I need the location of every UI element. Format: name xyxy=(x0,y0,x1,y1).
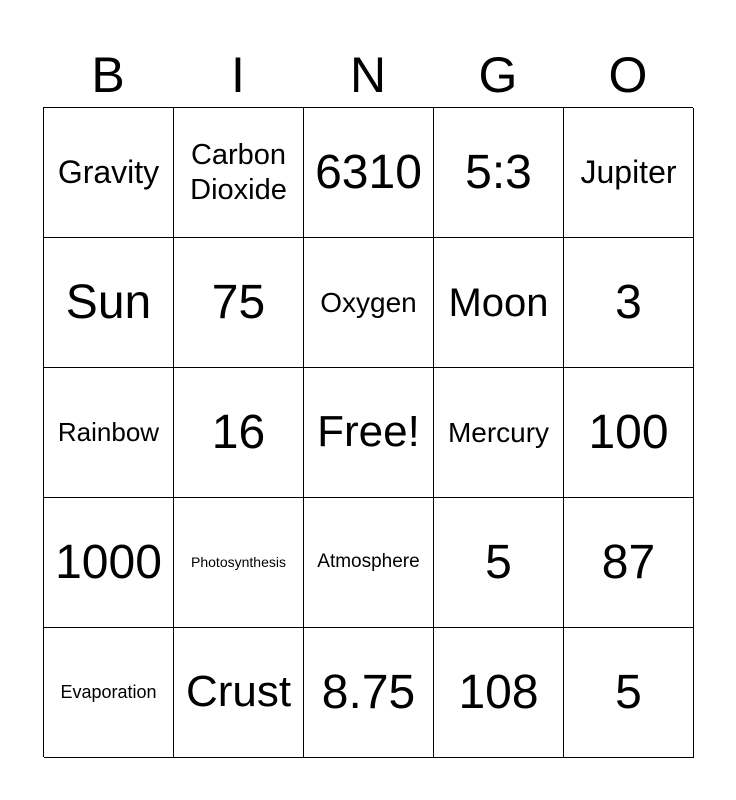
header-letter-b: B xyxy=(91,47,125,103)
bingo-cell[interactable]: Jupiter xyxy=(564,108,694,238)
bingo-cell[interactable]: 75 xyxy=(174,238,304,368)
bingo-cell[interactable]: 100 xyxy=(564,368,694,498)
cell-label: 6310 xyxy=(315,145,422,199)
bingo-grid: Gravity Carbon Dioxide 6310 5:3 Jupiter Sun 75… xyxy=(43,107,694,758)
bingo-cell[interactable]: Free! xyxy=(304,368,434,498)
cell-label: 1000 xyxy=(55,535,162,589)
bingo-cell[interactable]: Atmosphere xyxy=(304,498,434,628)
bingo-cell[interactable]: 16 xyxy=(174,368,304,498)
bingo-cell[interactable]: 5 xyxy=(564,628,694,758)
bingo-cell[interactable]: 1000 xyxy=(44,498,174,628)
cell-label: 5:3 xyxy=(465,145,532,199)
cell-label: Rainbow xyxy=(57,416,160,447)
cell-label: Oxygen xyxy=(320,286,417,318)
cell-label: Gravity xyxy=(57,154,160,191)
header-letter-i: I xyxy=(231,47,245,103)
header-letter-g: G xyxy=(478,47,518,103)
cell-label: 8.75 xyxy=(321,665,416,719)
bingo-cell[interactable]: Rainbow xyxy=(44,368,174,498)
bingo-cell[interactable]: Evaporation xyxy=(44,628,174,758)
cell-label: Jupiter xyxy=(580,154,677,191)
cell-label: 5 xyxy=(615,665,642,719)
cell-label: Atmosphere xyxy=(317,551,420,573)
cell-label: Moon xyxy=(448,280,549,325)
bingo-cell[interactable]: Gravity xyxy=(44,108,174,238)
cell-label: Evaporation xyxy=(60,681,157,702)
bingo-cell[interactable]: 6310 xyxy=(304,108,434,238)
bingo-cell[interactable]: 8.75 xyxy=(304,628,434,758)
bingo-cell[interactable]: 108 xyxy=(434,628,564,758)
cell-label: 75 xyxy=(211,275,266,329)
cell-label: Sun xyxy=(65,275,152,329)
bingo-cell[interactable]: 5:3 xyxy=(434,108,564,238)
cell-label: 108 xyxy=(458,665,539,719)
cell-label: Carbon Dioxide xyxy=(190,138,287,206)
cell-label: Crust xyxy=(185,667,292,717)
cell-label: Mercury xyxy=(447,416,550,448)
bingo-cell[interactable]: Sun xyxy=(44,238,174,368)
bingo-cell[interactable]: Carbon Dioxide xyxy=(174,108,304,238)
cell-label: 100 xyxy=(588,405,669,459)
bingo-cell[interactable]: Crust xyxy=(174,628,304,758)
cell-label: 5 xyxy=(485,535,512,589)
cell-label: Free! xyxy=(317,407,420,457)
bingo-cell[interactable]: Mercury xyxy=(434,368,564,498)
cell-label: 87 xyxy=(601,535,656,589)
bingo-cell[interactable]: 87 xyxy=(564,498,694,628)
bingo-header: B I N G O xyxy=(43,42,693,108)
cell-label: Photosynthesis xyxy=(191,554,286,571)
header-letter-o: O xyxy=(608,47,648,103)
header-letter-n: N xyxy=(349,47,387,103)
cell-label: 16 xyxy=(211,405,266,459)
bingo-cell[interactable]: Photosynthesis xyxy=(174,498,304,628)
bingo-cell[interactable]: Moon xyxy=(434,238,564,368)
bingo-cell[interactable]: 5 xyxy=(434,498,564,628)
bingo-cell[interactable]: 3 xyxy=(564,238,694,368)
bingo-cell[interactable]: Oxygen xyxy=(304,238,434,368)
cell-label: 3 xyxy=(615,275,642,329)
